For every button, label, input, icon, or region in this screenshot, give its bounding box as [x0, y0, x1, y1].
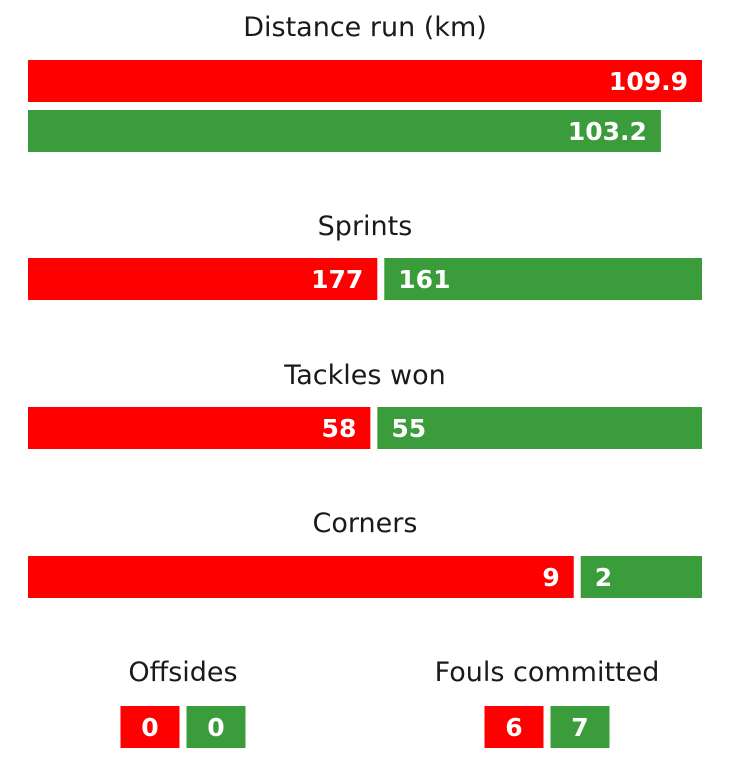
corners-value-team-b: 2	[595, 563, 612, 592]
fouls-box-team-a	[484, 706, 544, 748]
corners-value-team-a: 9	[542, 563, 559, 592]
tackles-title: Tackles won	[283, 360, 446, 391]
distance-value-team-b: 103.2	[568, 117, 647, 146]
sprints-value-team-a: 177	[311, 265, 363, 294]
sprints-value-team-b: 161	[398, 265, 450, 294]
tackles-bar-team-a	[28, 407, 371, 449]
offsides-value-team-b: 0	[207, 713, 224, 742]
distance-title: Distance run (km)	[243, 12, 487, 43]
distance-value-team-a: 109.9	[609, 67, 688, 96]
sprints-bar-team-a	[28, 258, 378, 300]
fouls-value-team-a: 6	[505, 713, 522, 742]
sprints-title: Sprints	[318, 211, 413, 242]
fouls-value-team-b: 7	[571, 713, 588, 742]
tackles-value-team-a: 58	[322, 414, 357, 443]
distance-bar-team-a	[28, 60, 702, 102]
corners-bar-team-a	[28, 556, 574, 598]
fouls-title: Fouls committed	[435, 657, 660, 688]
offsides-title: Offsides	[128, 657, 237, 688]
offsides-box-team-a	[120, 706, 180, 748]
corners-title: Corners	[313, 508, 418, 539]
distance-bar-team-b	[28, 110, 661, 152]
offsides-box-team-b	[186, 706, 246, 748]
corners-bar-team-b	[580, 556, 702, 598]
sprints-bar-team-b	[384, 258, 702, 300]
offsides-value-team-a: 0	[141, 713, 158, 742]
fouls-box-team-b	[550, 706, 610, 748]
tackles-value-team-b: 55	[391, 414, 426, 443]
tackles-bar-team-b	[377, 407, 702, 449]
